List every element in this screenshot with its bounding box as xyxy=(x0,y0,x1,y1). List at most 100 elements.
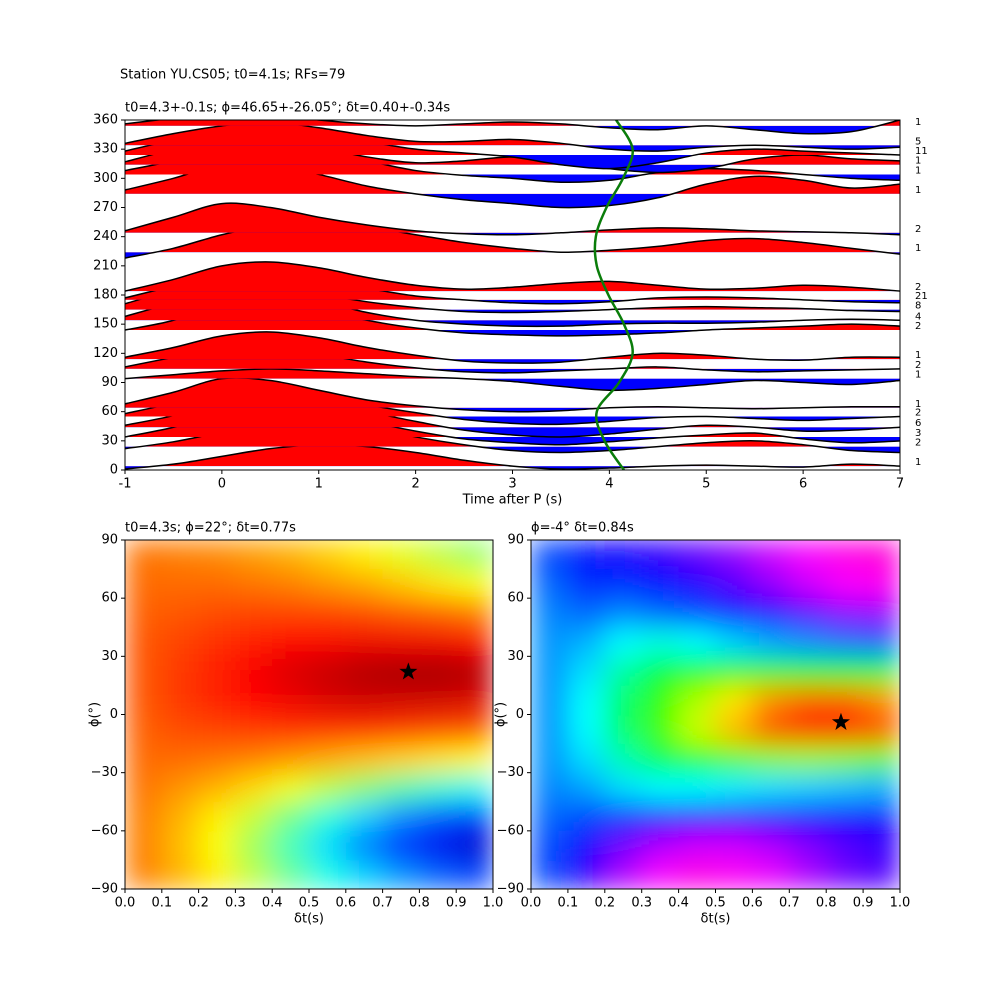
heatmap-cell xyxy=(641,627,680,657)
heatmap-cell xyxy=(641,714,680,745)
y-tick-label: 0 xyxy=(110,707,118,722)
y-tick-label: 30 xyxy=(101,649,118,664)
x-tick-label: 0.3 xyxy=(225,896,246,911)
heatmap-cell xyxy=(863,743,900,774)
heatmap-cell xyxy=(161,772,200,803)
heatmap-cell xyxy=(272,830,310,861)
x-tick-label: 0.5 xyxy=(299,896,320,911)
heatmap-cell xyxy=(789,801,827,832)
trace xyxy=(125,377,900,413)
heatmap-cell xyxy=(198,598,236,628)
heatmap-cell xyxy=(567,714,606,745)
heatmap-cell xyxy=(752,656,790,686)
heatmap-cell xyxy=(567,743,606,774)
y-tick-label: 30 xyxy=(507,649,524,664)
heatmap-cell xyxy=(161,598,200,628)
y-tick-label: 240 xyxy=(93,229,118,244)
y-tick-label: 210 xyxy=(93,258,118,273)
heatmap-cell xyxy=(419,540,457,570)
heatmap-cell xyxy=(456,540,493,570)
heatmap-cell xyxy=(678,743,716,774)
trace xyxy=(125,261,900,292)
heatmap-cell xyxy=(272,685,310,715)
heatmap-cell xyxy=(678,859,716,889)
heatmap-cell xyxy=(604,859,643,889)
heatmap-cell xyxy=(345,685,384,715)
heatmap-cell xyxy=(345,743,384,774)
heatmap-cell xyxy=(715,743,753,774)
heatmap-cell xyxy=(567,598,606,628)
trace-count: 1 xyxy=(915,156,921,167)
heatmap-cell xyxy=(125,569,163,599)
y-tick-label: 90 xyxy=(101,533,118,548)
axes-title: ϕ=-4° δt=0.84s xyxy=(531,521,634,536)
y-tick-label: −60 xyxy=(91,823,118,838)
heatmap-cell xyxy=(531,656,569,686)
heatmap-cell xyxy=(345,714,384,745)
x-tick-label: 1.0 xyxy=(890,896,911,911)
heatmap-cell xyxy=(125,801,163,832)
positive-fill xyxy=(125,203,852,233)
heatmap-cell xyxy=(863,714,900,745)
heatmap-cell xyxy=(272,627,310,657)
positive-fill xyxy=(125,280,900,310)
x-axis-label: δt(s) xyxy=(701,912,731,927)
heatmap-cell xyxy=(567,656,606,686)
heatmap-cells xyxy=(531,540,900,889)
axes-title: t0=4.3+-0.1s; ϕ=46.65+-26.05°; δt=0.40+-… xyxy=(125,101,450,116)
heatmap-cell xyxy=(125,714,163,745)
trace-count: 2 xyxy=(915,360,921,371)
heatmap-cell xyxy=(752,627,790,657)
y-tick-label: 360 xyxy=(93,113,118,128)
heatmap-cell xyxy=(309,772,347,803)
heatmap-cell xyxy=(345,656,384,686)
x-tick-label: 0 xyxy=(218,477,226,492)
heatmap-cell xyxy=(531,859,569,889)
heatmap-cell xyxy=(125,830,163,861)
trace-count: 1 xyxy=(915,370,921,381)
heatmap-cell xyxy=(161,859,200,889)
heatmap-cell xyxy=(161,714,200,745)
heatmap-cell xyxy=(863,830,900,861)
heatmap-cell xyxy=(678,598,716,628)
y-tick-label: −30 xyxy=(91,765,118,780)
heatmap-cell xyxy=(272,714,310,745)
x-tick-label: 2 xyxy=(411,477,419,492)
t0-curve xyxy=(593,120,634,470)
heatmap-cell xyxy=(604,540,643,570)
heatmap-cell xyxy=(567,540,606,570)
heatmap-cell xyxy=(198,801,236,832)
heatmap-cell xyxy=(272,569,310,599)
trace-count: 2 xyxy=(915,282,921,293)
heatmap-cell xyxy=(456,743,493,774)
heatmap-cell xyxy=(272,656,310,686)
heatmap-cell xyxy=(198,859,236,889)
heatmap-cell xyxy=(678,540,716,570)
heatmap-cell xyxy=(789,685,827,715)
negative-fill xyxy=(125,416,900,425)
heatmap-cell xyxy=(198,714,236,745)
heatmap-cell xyxy=(345,801,384,832)
y-tick-label: 120 xyxy=(93,346,118,361)
negative-fill xyxy=(125,407,900,412)
heatmap-cell xyxy=(826,656,864,686)
heatmap-cell xyxy=(309,598,347,628)
heatmap-cell xyxy=(826,801,864,832)
trace-count: 2 xyxy=(915,224,921,235)
x-tick-label: 0.2 xyxy=(594,896,615,911)
heatmap-cell xyxy=(198,656,236,686)
y-tick-label: 60 xyxy=(101,591,118,606)
heatmap-cell xyxy=(789,772,827,803)
positive-fill xyxy=(125,163,900,194)
heatmap-cell xyxy=(752,801,790,832)
heatmap-cell xyxy=(752,598,790,628)
y-tick-label: 60 xyxy=(507,591,524,606)
heatmap-cell xyxy=(863,772,900,803)
x-axis-label: Time after P (s) xyxy=(462,493,563,508)
heatmap xyxy=(125,540,493,889)
heatmap-cell xyxy=(382,801,420,832)
heatmap-cell xyxy=(752,830,790,861)
positive-fill xyxy=(125,331,900,360)
y-tick-label: 180 xyxy=(93,288,118,303)
